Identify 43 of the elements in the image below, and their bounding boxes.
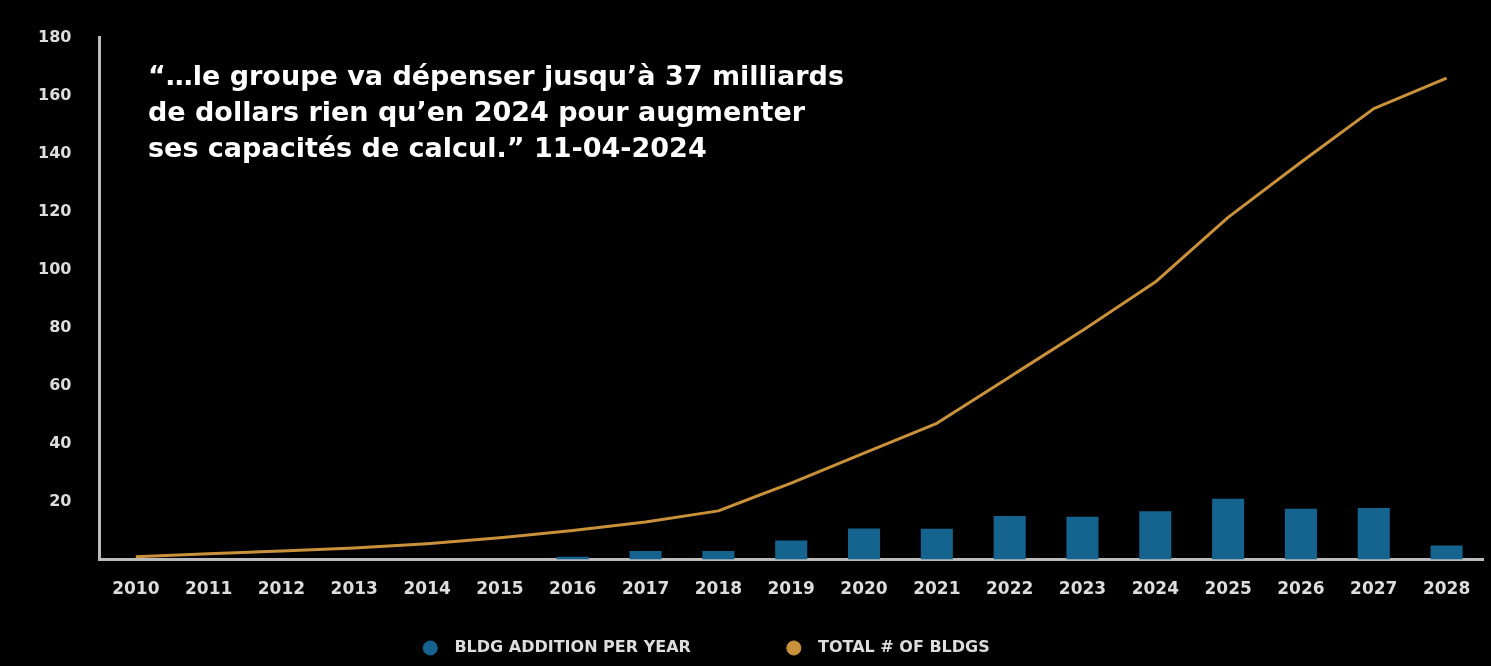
x-tick-label: 2010 xyxy=(112,578,160,599)
x-tick-label: 2020 xyxy=(840,578,888,599)
x-tick-label: 2012 xyxy=(257,578,306,599)
x-tick-label: 2013 xyxy=(330,578,378,599)
x-tick-label: 2025 xyxy=(1204,578,1252,599)
bar xyxy=(848,528,881,560)
x-tick-label: 2016 xyxy=(549,578,597,599)
bar xyxy=(775,540,808,560)
y-tick-label: 100 xyxy=(37,258,72,278)
y-tick-label: 40 xyxy=(49,432,72,452)
legend-label: TOTAL # OF BLDGS xyxy=(806,637,1068,657)
x-tick-label: 2024 xyxy=(1131,578,1180,599)
y-tick-label: 80 xyxy=(49,316,72,336)
bar xyxy=(1139,511,1172,560)
y-tick-label: 160 xyxy=(37,84,72,104)
x-tick-label: 2023 xyxy=(1058,578,1107,599)
y-tick-label: 20 xyxy=(49,490,72,510)
x-tick-label: 2011 xyxy=(184,578,233,599)
bar xyxy=(1212,498,1245,560)
x-tick-label: 2017 xyxy=(621,578,670,599)
x-tick-label: 2026 xyxy=(1277,578,1325,599)
y-tick-label: 180 xyxy=(37,26,72,46)
bar xyxy=(629,550,662,560)
y-tick-label: 140 xyxy=(37,142,72,162)
bar xyxy=(702,550,735,560)
x-tick-label: 2028 xyxy=(1422,578,1471,599)
x-tick-label: 2018 xyxy=(694,578,743,599)
x-tick-label: 2021 xyxy=(913,578,961,599)
bar xyxy=(920,528,953,560)
x-tick-label: 2015 xyxy=(476,578,524,599)
x-tick-label: 2014 xyxy=(403,578,451,599)
annotation: “…le groupe va dépenser jusqu’à 37 milliards de dollars rien qu’en 2024 pour augmenter ses capacités de calcul.” 11-04-2024 xyxy=(148,59,845,165)
bar xyxy=(1430,545,1463,560)
y-tick-label: 120 xyxy=(37,200,72,220)
bar xyxy=(1066,516,1099,560)
x-tick-label: 2019 xyxy=(767,578,815,599)
y-tick-label: 60 xyxy=(49,374,72,394)
x-tick-label: 2022 xyxy=(986,578,1034,599)
bar xyxy=(1284,508,1317,560)
bar xyxy=(993,516,1026,560)
x-tick-label: 2027 xyxy=(1350,578,1398,599)
legend-label: BLDG ADDITION PER YEAR xyxy=(443,637,769,657)
bar xyxy=(1357,507,1390,560)
